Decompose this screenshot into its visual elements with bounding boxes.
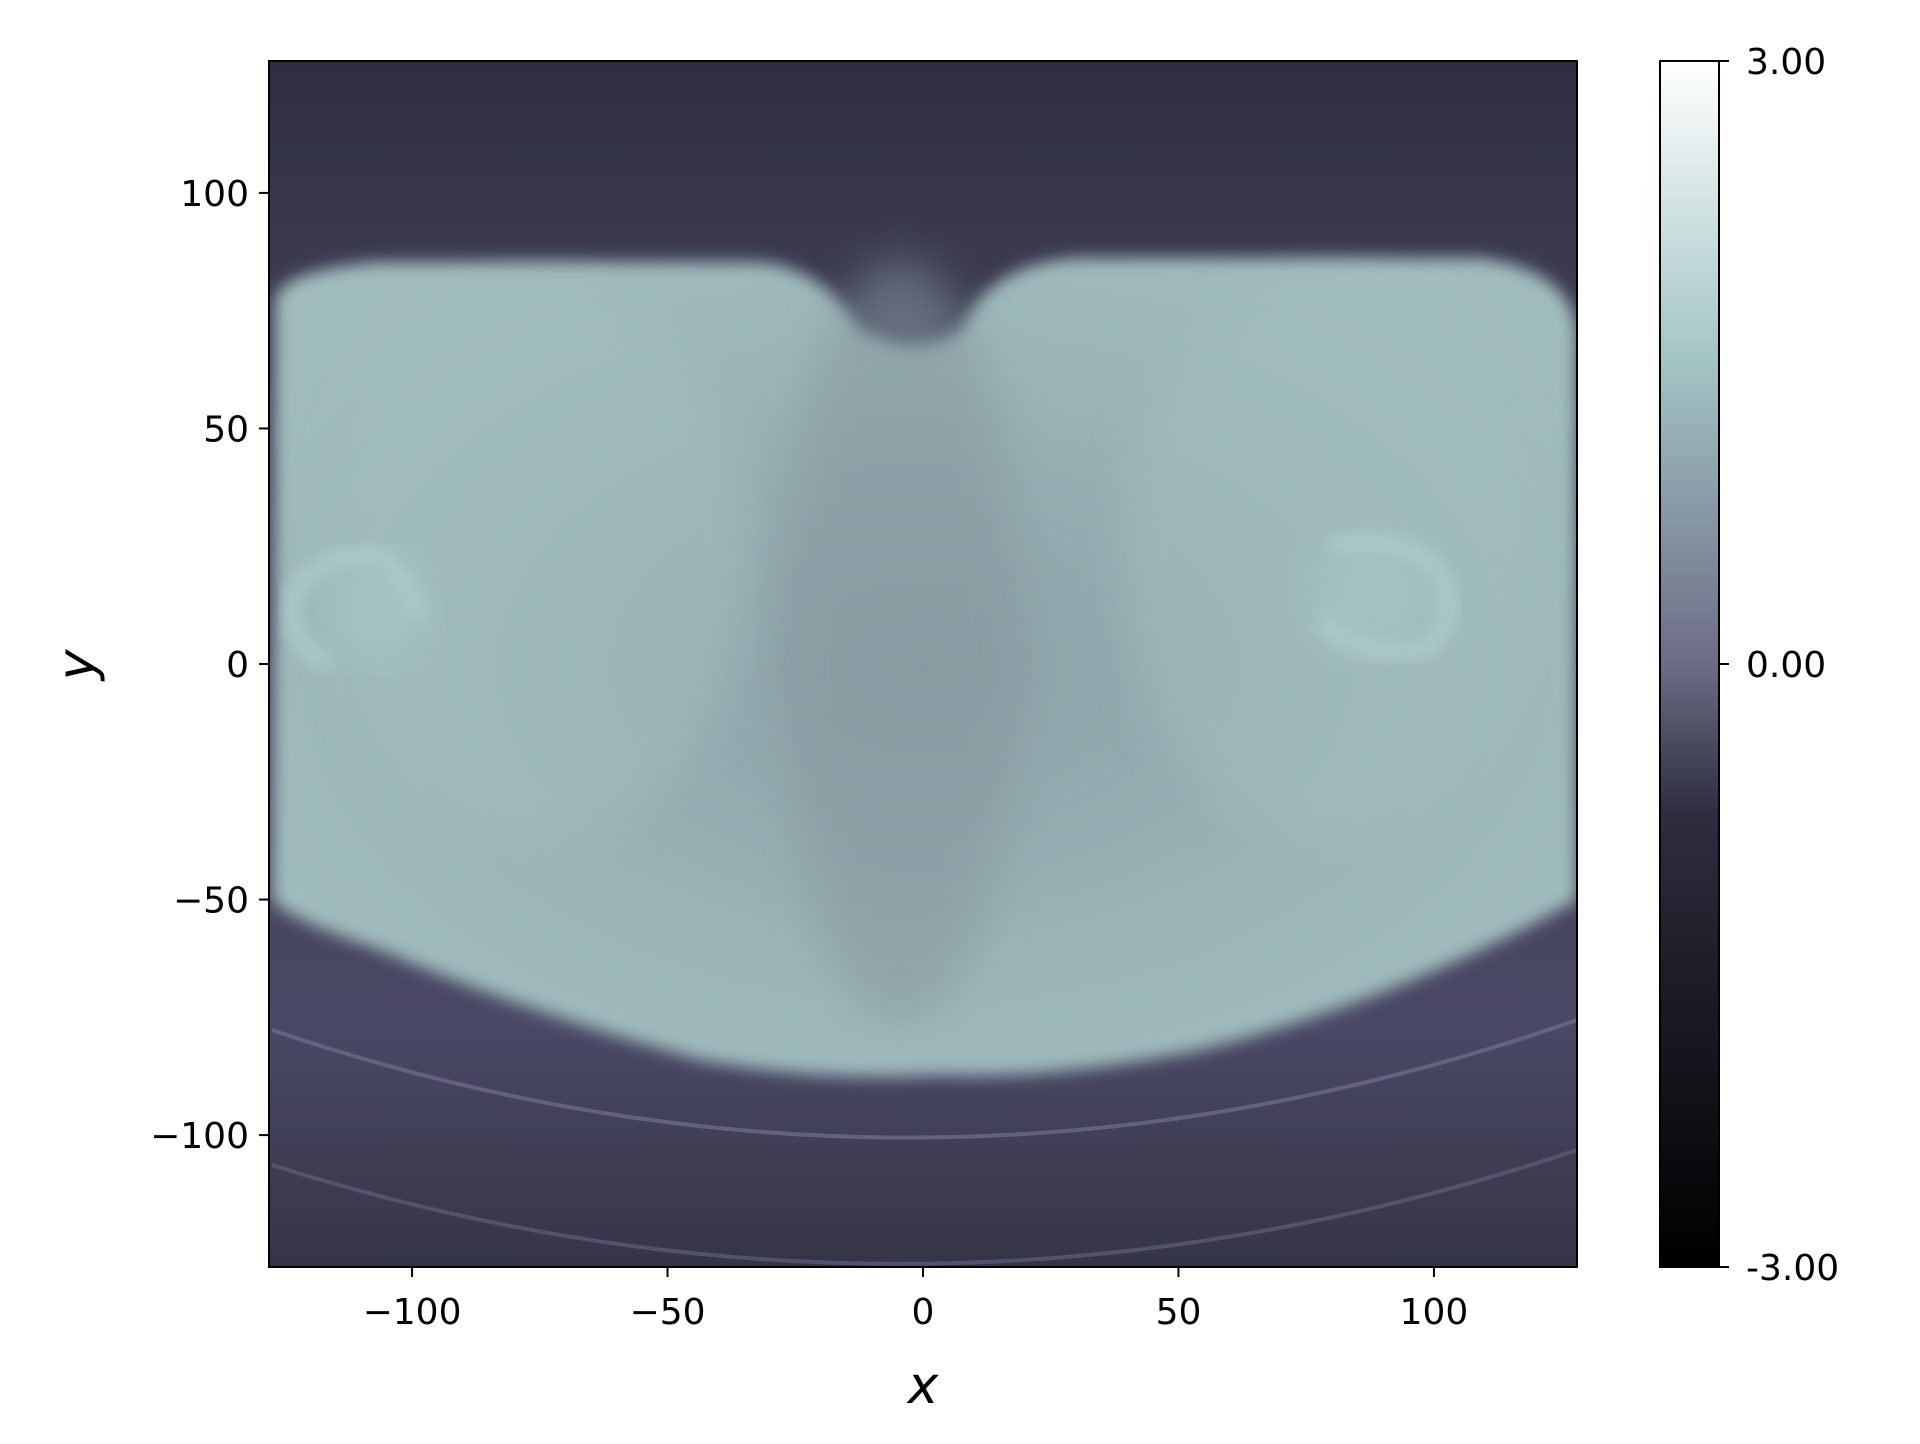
outer-ring-line <box>271 1018 1577 1140</box>
x-tick-label: 0 <box>912 1292 935 1333</box>
center-column <box>780 260 1020 1020</box>
x-tick-label: 50 <box>1156 1292 1202 1333</box>
y-tick-label: 100 <box>180 174 249 215</box>
y-axis-ticks: 100 50 0 −50 −100 <box>150 174 269 1157</box>
colorbar-tick-label: 3.00 <box>1746 42 1826 83</box>
heatmap-image <box>269 61 1577 1267</box>
y-axis-label: y <box>47 648 107 682</box>
x-tick-label: −100 <box>363 1292 462 1333</box>
x-axis-ticks: −100 −50 0 50 100 <box>363 1267 1469 1333</box>
colorbar-gradient <box>1660 61 1719 1267</box>
colorbar-tick-label: -3.00 <box>1746 1248 1839 1289</box>
y-tick-label: −50 <box>173 881 249 922</box>
x-tick-label: −50 <box>630 1292 706 1333</box>
colorbar-tick-label: 0.00 <box>1746 645 1826 686</box>
colorbar-ticks: 3.00 0.00 -3.00 <box>1719 42 1839 1289</box>
y-tick-label: −100 <box>150 1116 249 1157</box>
x-tick-label: 100 <box>1400 1292 1469 1333</box>
x-axis-label: x <box>906 1356 940 1416</box>
outer-ring-line <box>271 1148 1577 1266</box>
left-lobe <box>330 280 750 840</box>
y-tick-label: 0 <box>226 645 249 686</box>
y-tick-label: 50 <box>203 409 249 450</box>
